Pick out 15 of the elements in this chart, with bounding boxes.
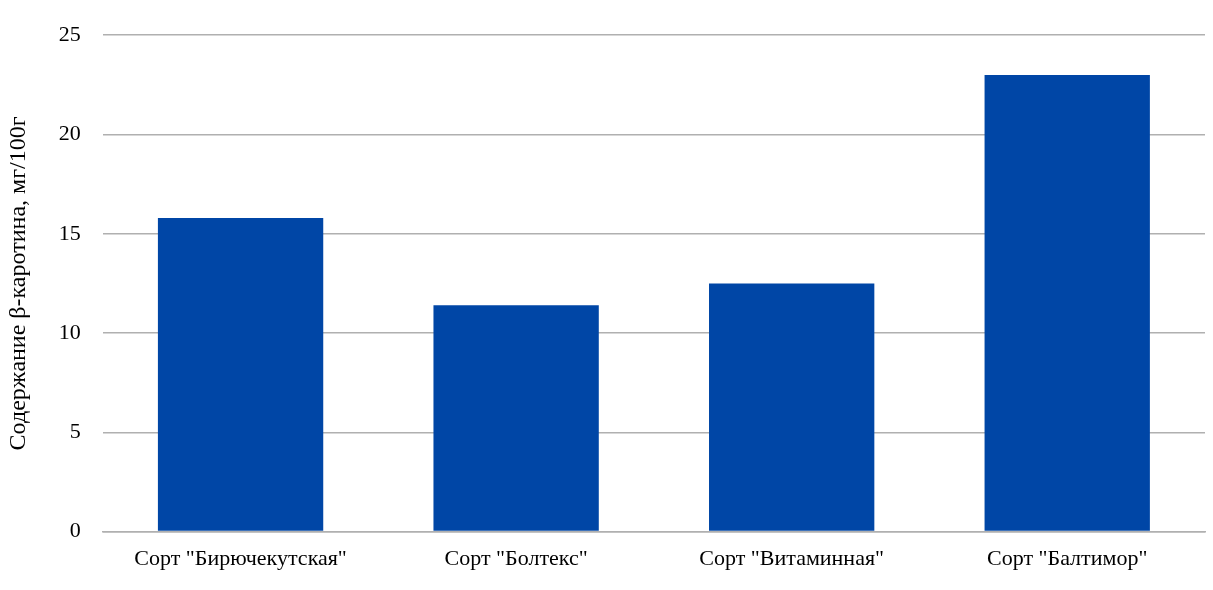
bar	[157, 217, 324, 531]
bar	[709, 283, 875, 531]
y-tick-label: 0	[69, 517, 81, 543]
x-tick-label: Сорт "Бирючекутская"	[134, 544, 347, 570]
y-tick-label: 5	[69, 418, 81, 444]
bar	[984, 74, 1150, 531]
x-tick-label: Сорт "Болтекс"	[444, 544, 588, 570]
bar	[433, 305, 599, 531]
y-axis-title: Содержание β-каротина, мг/100г	[3, 116, 30, 451]
x-tick-label: Сорт "Балтимор"	[987, 544, 1148, 570]
y-tick-label: 25	[58, 20, 81, 46]
y-tick-label: 15	[58, 219, 81, 245]
y-tick-label: 10	[58, 318, 81, 344]
x-tick-label: Сорт "Витаминная"	[699, 544, 885, 570]
y-tick-label: 20	[58, 120, 81, 146]
